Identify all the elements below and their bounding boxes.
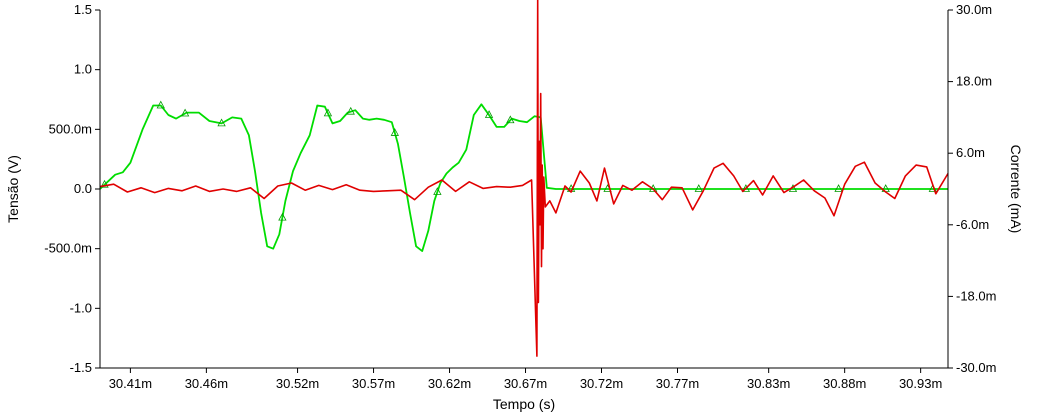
series-voltage-marker xyxy=(390,128,399,136)
y-left-tick-label: 1.0 xyxy=(74,62,92,77)
x-tick-label: 30.67m xyxy=(504,376,547,391)
series-voltage-marker xyxy=(741,184,751,192)
x-tick-label: 30.62m xyxy=(428,376,471,391)
axes-layer: 30.41m 30.46m 30.52m 30.57m 30.62m 30.67m 30.7… xyxy=(44,2,996,391)
x-tick-label: 30.46m xyxy=(185,376,228,391)
series-voltage-marker xyxy=(694,184,703,192)
series-voltage-marker xyxy=(100,179,109,188)
y-right-tick-label: 6.0m xyxy=(956,145,985,160)
x-tick-label: 30.41m xyxy=(109,376,152,391)
series-voltage-marker xyxy=(484,110,494,118)
x-axis-title: Tempo (s) xyxy=(493,396,555,412)
x-tick-label: 30.52m xyxy=(276,376,319,391)
y-left-tick-label: 500.0m xyxy=(49,121,92,136)
y-left-tick-label: 1.5 xyxy=(74,2,92,17)
x-tick-label: 30.77m xyxy=(656,376,699,391)
x-tick-label: 30.88m xyxy=(823,376,866,391)
y-left-tick-label: -1.5 xyxy=(70,360,92,375)
y-left-tick-label: 0.0 xyxy=(74,181,92,196)
y-right-axis-title: Corrente (mA) xyxy=(1008,145,1024,234)
x-tick-label: 30.57m xyxy=(352,376,395,391)
series-voltage-marker xyxy=(506,115,515,124)
series-voltage-marker xyxy=(323,108,333,117)
y-left-axis-title: Tensão (V) xyxy=(5,155,21,223)
y-left-tick-label: -500.0m xyxy=(44,241,92,256)
series-voltage-marker xyxy=(180,108,190,117)
series-current-line xyxy=(99,0,949,357)
y-right-tick-label: 18.0m xyxy=(956,74,992,89)
y-right-tick-label: -18.0m xyxy=(956,288,996,303)
series-voltage-marker xyxy=(433,187,442,195)
y-right-tick-label: -30.0m xyxy=(956,360,996,375)
x-tick-label: 30.72m xyxy=(580,376,623,391)
series-voltage-marker xyxy=(346,106,355,115)
series-voltage-marker xyxy=(217,118,226,127)
y-left-tick-label: -1.0 xyxy=(70,300,92,315)
x-tick-label: 30.83m xyxy=(747,376,790,391)
series-voltage-marker xyxy=(834,184,843,192)
x-tick-label: 30.93m xyxy=(899,376,942,391)
series-layer xyxy=(99,0,949,357)
y-right-tick-label: -6.0m xyxy=(956,217,989,232)
series-voltage-marker xyxy=(156,100,165,109)
y-right-tick-label: 30.0m xyxy=(956,2,992,17)
series-voltage-marker xyxy=(278,212,287,221)
